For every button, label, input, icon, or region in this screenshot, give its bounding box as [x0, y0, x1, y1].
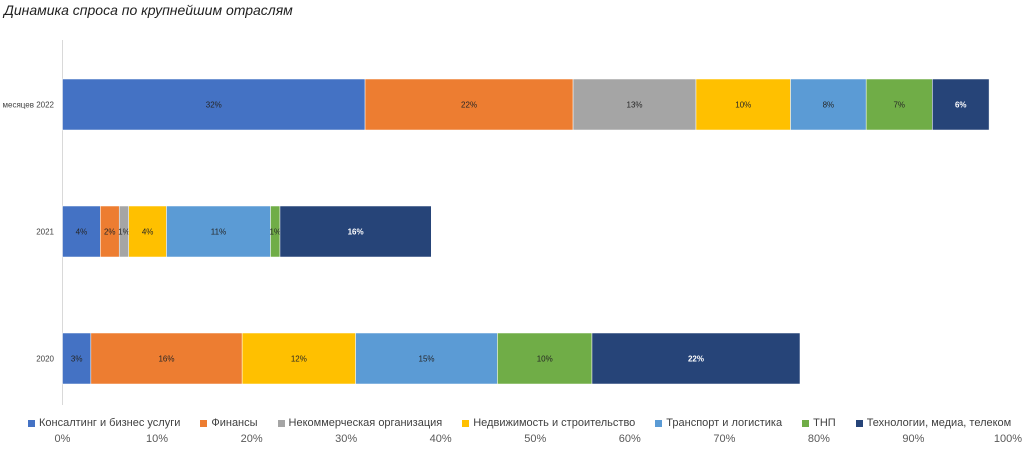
- bar-segment: [497, 332, 593, 385]
- legend-label: Недвижимость и строительство: [473, 417, 636, 429]
- legend-item: Транспорт и логистика: [655, 417, 782, 429]
- x-tick-label: 80%: [808, 433, 830, 445]
- data-label: 2%: [104, 228, 116, 237]
- legend-swatch: [28, 419, 35, 427]
- bar-segment: [355, 332, 498, 385]
- legend-label: Финансы: [211, 417, 258, 429]
- bar-segment: [364, 78, 574, 131]
- legend-item: Недвижимость и строительство: [462, 417, 635, 429]
- bar-segment: [932, 78, 990, 131]
- x-tick-label: 70%: [713, 433, 735, 445]
- data-label: 16%: [348, 228, 364, 237]
- legend-swatch: [855, 419, 863, 427]
- data-label: 32%: [206, 101, 222, 110]
- data-label: 7%: [893, 101, 905, 110]
- data-label: 8%: [823, 101, 835, 110]
- x-tick-label: 50%: [524, 433, 546, 445]
- bar-segment: [572, 78, 697, 131]
- legend-swatch: [200, 419, 208, 427]
- bar-segment: [128, 205, 167, 258]
- x-tick-label: 30%: [335, 433, 357, 445]
- legend: Консалтинг и бизнес услуги Финансы Некомме…: [28, 417, 1024, 429]
- legend-label: Технологии, медиа, телеком: [866, 417, 1012, 429]
- category-label: 2021: [36, 228, 54, 237]
- x-tick-label: 100%: [994, 433, 1022, 445]
- x-tick-label: 20%: [241, 433, 263, 445]
- legend-label: Некоммерческая организация: [288, 417, 443, 429]
- bar-segment: [62, 78, 366, 131]
- bars-group: 32% 22% 13% 10% 8% 7% 6%4% 2% 1% 4% 11% 1% 16%3% 16% 1…: [62, 78, 990, 385]
- bar-segment: [166, 205, 271, 258]
- x-tick-label: 40%: [430, 433, 452, 445]
- data-label: 11%: [211, 228, 226, 237]
- x-tick-label: 90%: [902, 433, 924, 445]
- x-tick-label: 60%: [619, 433, 641, 445]
- data-label: 6%: [955, 101, 967, 110]
- category-labels: 9 месяцев 2022 2021 2020: [0, 101, 55, 364]
- category-label: 9 месяцев 2022: [0, 101, 55, 110]
- bar-segment: [695, 78, 791, 131]
- data-label: 16%: [158, 355, 174, 364]
- bar-segment: [90, 332, 243, 385]
- x-tick-label: 10%: [146, 433, 168, 445]
- data-label: 3%: [71, 355, 83, 364]
- data-label: 4%: [142, 228, 154, 237]
- legend-item: ТНП: [802, 417, 836, 429]
- bar-segment: [790, 78, 867, 131]
- legend-swatch: [655, 419, 663, 427]
- data-label: 15%: [419, 355, 435, 364]
- x-tick-label: 0%: [55, 433, 71, 445]
- data-label: 10%: [537, 355, 553, 364]
- data-label: 12%: [291, 355, 307, 364]
- data-label: 4%: [76, 228, 88, 237]
- data-label: 22%: [461, 101, 477, 110]
- legend-item: Консалтинг и бизнес услуги: [28, 417, 180, 429]
- legend-item: Технологии, медиа, телеком: [855, 417, 1012, 429]
- category-label: 2020: [36, 355, 54, 364]
- legend-label: Транспорт и логистика: [666, 417, 783, 429]
- legend-item: Некоммерческая организация: [277, 417, 443, 429]
- data-label: 1%: [118, 228, 130, 237]
- legend-item: Финансы: [200, 417, 258, 429]
- legend-swatch: [802, 419, 810, 427]
- legend-label: ТНП: [813, 417, 836, 429]
- data-label: 13%: [627, 101, 643, 110]
- legend-label: Консалтинг и бизнес услуги: [39, 417, 181, 429]
- legend-swatch: [277, 419, 285, 427]
- bar-segment: [279, 205, 432, 258]
- bar-segment: [241, 332, 356, 385]
- chart-title: Динамика спроса по крупнейшим отраслям: [4, 2, 293, 18]
- data-label: 22%: [688, 355, 704, 364]
- bar-segment: [591, 332, 801, 385]
- data-label: 1%: [269, 228, 281, 237]
- legend-swatch: [462, 419, 470, 427]
- bar-segment: [865, 78, 933, 131]
- data-label: 10%: [735, 101, 751, 110]
- x-axis-tick-labels: 0% 10% 20% 30% 40% 50% 60% 70% 80% 90% 100%: [55, 433, 1023, 445]
